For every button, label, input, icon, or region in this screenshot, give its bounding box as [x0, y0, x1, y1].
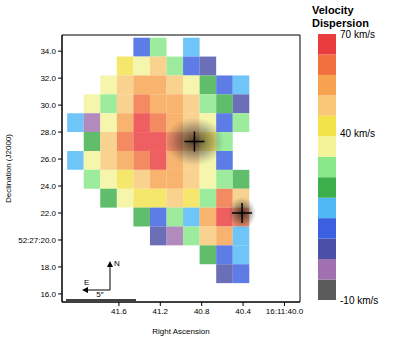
svg-text:41.2: 41.2 — [153, 307, 169, 316]
svg-text:16.0: 16.0 — [40, 290, 56, 299]
svg-text:18.0: 18.0 — [40, 263, 56, 272]
svg-text:40.4: 40.4 — [235, 307, 251, 316]
svg-text:34.0: 34.0 — [40, 47, 56, 56]
svg-text:22.0: 22.0 — [40, 209, 56, 218]
svg-text:40.8: 40.8 — [194, 307, 210, 316]
svg-text:32.0: 32.0 — [40, 74, 56, 83]
svg-text:E: E — [84, 278, 89, 287]
svg-text:16:11:40.0: 16:11:40.0 — [266, 307, 304, 316]
svg-text:70 km/s: 70 km/s — [340, 29, 375, 40]
svg-text:Declination (J2000): Declination (J2000) — [4, 134, 13, 203]
svg-text:26.0: 26.0 — [40, 155, 56, 164]
svg-text:Right Ascension: Right Ascension — [152, 327, 209, 336]
svg-text:52:27:20.0: 52:27:20.0 — [18, 236, 56, 245]
svg-text:-10 km/s: -10 km/s — [340, 295, 378, 306]
svg-text:28.0: 28.0 — [40, 128, 56, 137]
svg-text:41.6: 41.6 — [111, 307, 127, 316]
svg-text:N: N — [114, 259, 120, 268]
svg-text:30.0: 30.0 — [40, 101, 56, 110]
svg-text:40 km/s: 40 km/s — [340, 128, 375, 139]
svg-text:24.0: 24.0 — [40, 182, 56, 191]
html-text:Velocity Dispersion: Velocity Dispersion — [312, 4, 369, 29]
svg-text:5″: 5″ — [96, 290, 103, 299]
